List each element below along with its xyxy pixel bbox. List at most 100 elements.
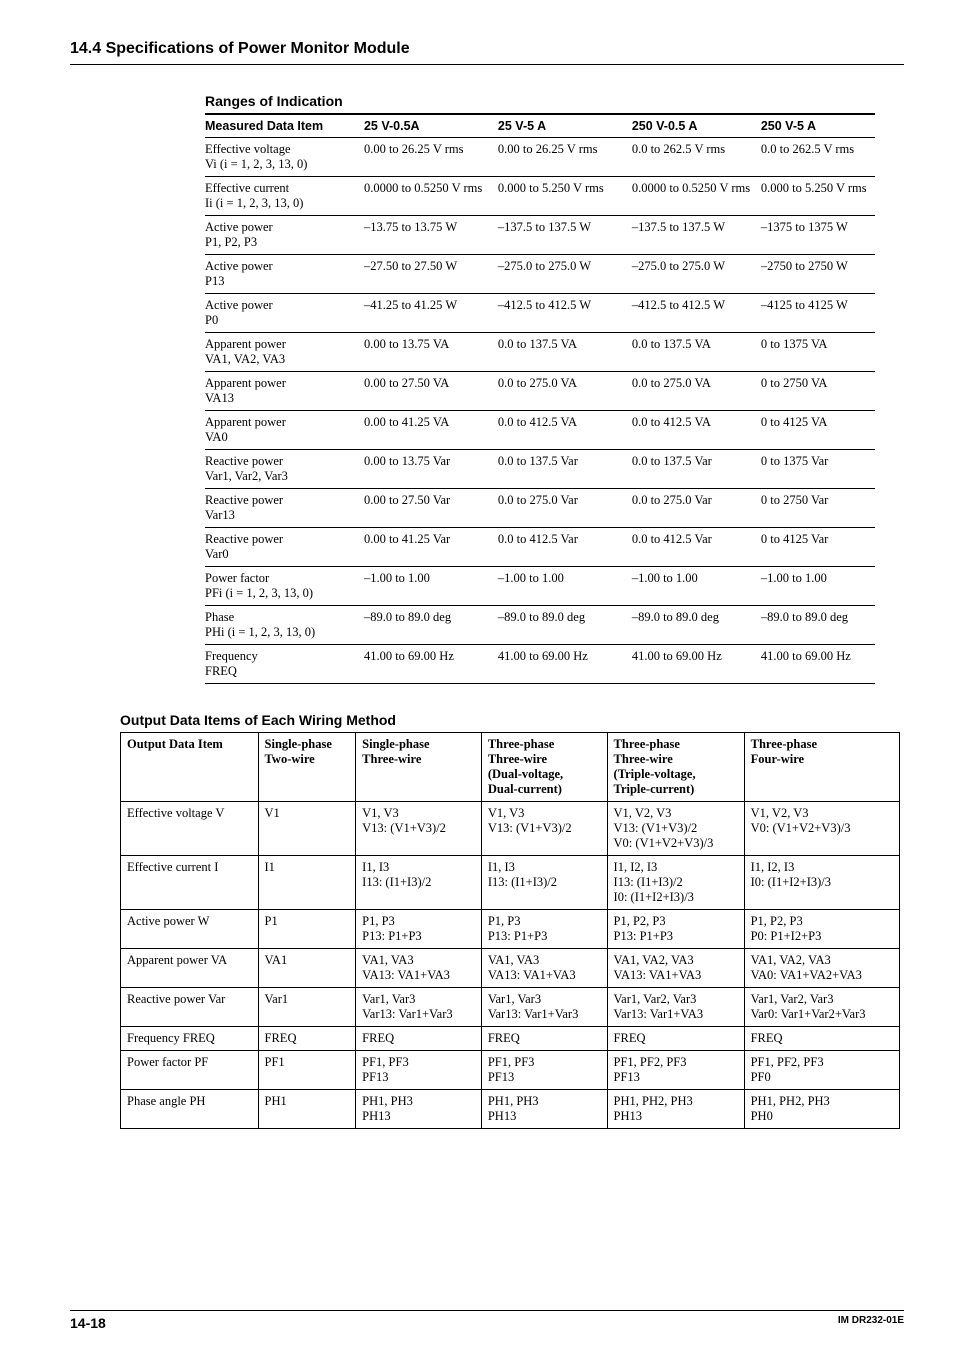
output-col-header: Three-phaseFour-wire xyxy=(744,733,899,802)
table-cell: –137.5 to 137.5 W xyxy=(632,216,761,255)
table-cell: Effective currentIi (i = 1, 2, 3, 13, 0) xyxy=(205,177,364,216)
table-cell: 0.0 to 275.0 VA xyxy=(632,372,761,411)
table-cell: 0.00 to 26.25 V rms xyxy=(364,138,498,177)
table-cell: –1375 to 1375 W xyxy=(761,216,875,255)
table-row: Phase angle PHPH1PH1, PH3PH13PH1, PH3PH1… xyxy=(121,1090,900,1129)
table-cell: PF1 xyxy=(258,1051,356,1090)
table-cell: Effective voltage V xyxy=(121,802,259,856)
table-cell: 0.0 to 275.0 Var xyxy=(498,489,632,528)
output-col-header: Output Data Item xyxy=(121,733,259,802)
table-cell: PF1, PF3PF13 xyxy=(356,1051,482,1090)
table-cell: Reactive powerVar13 xyxy=(205,489,364,528)
table-cell: Effective current I xyxy=(121,856,259,910)
output-col-header: Three-phaseThree-wire(Triple-voltage,Tri… xyxy=(607,733,744,802)
ranges-col-header: 25 V-0.5A xyxy=(364,114,498,138)
table-cell: 0.0 to 137.5 VA xyxy=(632,333,761,372)
table-cell: 0 to 1375 VA xyxy=(761,333,875,372)
ranges-col-header: 250 V-5 A xyxy=(761,114,875,138)
table-cell: 41.00 to 69.00 Hz xyxy=(761,645,875,684)
table-cell: P1, P2, P3P0: P1+I2+P3 xyxy=(744,910,899,949)
table-cell: Power factorPFi (i = 1, 2, 3, 13, 0) xyxy=(205,567,364,606)
table-cell: Frequency FREQ xyxy=(121,1027,259,1051)
table-cell: Active powerP1, P2, P3 xyxy=(205,216,364,255)
ranges-col-header: 250 V-0.5 A xyxy=(632,114,761,138)
table-cell: –13.75 to 13.75 W xyxy=(364,216,498,255)
output-subheader: Output Data Items of Each Wiring Method xyxy=(120,712,904,728)
table-cell: –4125 to 4125 W xyxy=(761,294,875,333)
table-cell: Apparent power VA xyxy=(121,949,259,988)
table-cell: –89.0 to 89.0 deg xyxy=(498,606,632,645)
table-cell: FrequencyFREQ xyxy=(205,645,364,684)
output-table: Output Data ItemSingle-phaseTwo-wireSing… xyxy=(120,732,900,1129)
ranges-body: Effective voltageVi (i = 1, 2, 3, 13, 0)… xyxy=(205,138,875,684)
table-cell: 0.00 to 41.25 Var xyxy=(364,528,498,567)
table-cell: –27.50 to 27.50 W xyxy=(364,255,498,294)
table-cell: 0.00 to 41.25 VA xyxy=(364,411,498,450)
table-cell: 0.00 to 13.75 Var xyxy=(364,450,498,489)
table-cell: 0 to 2750 VA xyxy=(761,372,875,411)
table-cell: P1, P2, P3P13: P1+P3 xyxy=(607,910,744,949)
table-cell: VA1, VA3VA13: VA1+VA3 xyxy=(356,949,482,988)
table-cell: –89.0 to 89.0 deg xyxy=(632,606,761,645)
table-cell: –1.00 to 1.00 xyxy=(364,567,498,606)
table-cell: PF1, PF2, PF3PF0 xyxy=(744,1051,899,1090)
table-cell: Apparent powerVA13 xyxy=(205,372,364,411)
table-cell: FREQ xyxy=(356,1027,482,1051)
table-cell: 0.0 to 275.0 Var xyxy=(632,489,761,528)
table-cell: V1, V2, V3V0: (V1+V2+V3)/3 xyxy=(744,802,899,856)
table-row: Frequency FREQFREQFREQFREQFREQFREQ xyxy=(121,1027,900,1051)
table-cell: Active powerP0 xyxy=(205,294,364,333)
table-cell: Active power W xyxy=(121,910,259,949)
table-cell: 0.00 to 13.75 VA xyxy=(364,333,498,372)
table-cell: Phase angle PH xyxy=(121,1090,259,1129)
table-cell: PH1 xyxy=(258,1090,356,1129)
table-cell: 0.0000 to 0.5250 V rms xyxy=(364,177,498,216)
table-cell: 41.00 to 69.00 Hz xyxy=(498,645,632,684)
table-cell: PH1, PH3PH13 xyxy=(356,1090,482,1129)
table-cell: 0.0 to 412.5 Var xyxy=(498,528,632,567)
table-row: Power factorPFi (i = 1, 2, 3, 13, 0)–1.0… xyxy=(205,567,875,606)
table-cell: –137.5 to 137.5 W xyxy=(498,216,632,255)
table-cell: –275.0 to 275.0 W xyxy=(632,255,761,294)
output-col-header: Single-phaseThree-wire xyxy=(356,733,482,802)
table-row: Active powerP0–41.25 to 41.25 W–412.5 to… xyxy=(205,294,875,333)
ranges-header-row: Measured Data Item25 V-0.5A25 V-5 A250 V… xyxy=(205,114,875,138)
table-cell: –1.00 to 1.00 xyxy=(632,567,761,606)
table-cell: Var1, Var2, Var3Var13: Var1+VA3 xyxy=(607,988,744,1027)
table-cell: 0.0 to 137.5 VA xyxy=(498,333,632,372)
footer: 14-18 IM DR232-01E xyxy=(70,1310,904,1331)
table-row: PhasePHi (i = 1, 2, 3, 13, 0) –89.0 to 89… xyxy=(205,606,875,645)
table-cell: FREQ xyxy=(607,1027,744,1051)
table-cell: P1 xyxy=(258,910,356,949)
table-row: Effective voltage VV1V1, V3V13: (V1+V3)/… xyxy=(121,802,900,856)
ranges-table: Measured Data Item25 V-0.5A25 V-5 A250 V… xyxy=(205,113,875,684)
table-cell: Var1, Var3Var13: Var1+Var3 xyxy=(356,988,482,1027)
table-cell: Var1 xyxy=(258,988,356,1027)
table-cell: –41.25 to 41.25 W xyxy=(364,294,498,333)
table-cell: I1 xyxy=(258,856,356,910)
output-header-row: Output Data ItemSingle-phaseTwo-wireSing… xyxy=(121,733,900,802)
table-cell: 0.0 to 412.5 VA xyxy=(498,411,632,450)
table-cell: VA1 xyxy=(258,949,356,988)
ranges-col-header: 25 V-5 A xyxy=(498,114,632,138)
section-header: 14.4 Specifications of Power Monitor Mod… xyxy=(70,40,904,65)
table-row: Reactive powerVar130.00 to 27.50 Var0.0 … xyxy=(205,489,875,528)
table-cell: PH1, PH2, PH3PH13 xyxy=(607,1090,744,1129)
table-cell: –275.0 to 275.0 W xyxy=(498,255,632,294)
table-cell: 0.0 to 412.5 Var xyxy=(632,528,761,567)
table-cell: VA1, VA3VA13: VA1+VA3 xyxy=(481,949,607,988)
table-cell: 0 to 2750 Var xyxy=(761,489,875,528)
table-row: Effective currentIi (i = 1, 2, 3, 13, 0)… xyxy=(205,177,875,216)
table-row: Effective voltageVi (i = 1, 2, 3, 13, 0)… xyxy=(205,138,875,177)
table-cell: 0.0 to 412.5 VA xyxy=(632,411,761,450)
table-cell: I1, I3I13: (I1+I3)/2 xyxy=(356,856,482,910)
table-cell: Var1, Var3Var13: Var1+Var3 xyxy=(481,988,607,1027)
table-cell: PhasePHi (i = 1, 2, 3, 13, 0) xyxy=(205,606,364,645)
table-row: Reactive powerVar00.00 to 41.25 Var0.0 t… xyxy=(205,528,875,567)
table-row: Apparent power VAVA1VA1, VA3VA13: VA1+VA… xyxy=(121,949,900,988)
output-body: Effective voltage VV1V1, V3V13: (V1+V3)/… xyxy=(121,802,900,1129)
table-cell: Apparent powerVA0 xyxy=(205,411,364,450)
table-cell: –89.0 to 89.0 deg xyxy=(761,606,875,645)
table-row: Effective current II1I1, I3I13: (I1+I3)/… xyxy=(121,856,900,910)
table-cell: 0 to 4125 Var xyxy=(761,528,875,567)
